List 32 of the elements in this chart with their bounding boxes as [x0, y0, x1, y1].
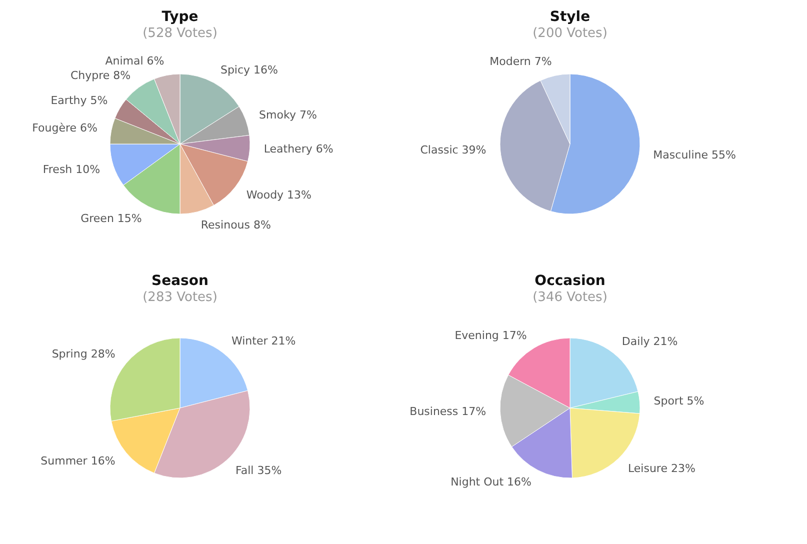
slice-label: Green 15%: [80, 212, 142, 225]
slice-label: Sport 5%: [654, 394, 704, 408]
slice-label: Woody 13%: [246, 188, 312, 202]
slice-label: Fresh 10%: [42, 162, 100, 176]
slice-label: Animal 6%: [105, 54, 164, 68]
slice-label: Chypre 8%: [70, 69, 131, 82]
slice-label: Fall 35%: [236, 464, 282, 478]
slice-label: Masculine 55%: [653, 148, 736, 162]
slice-label: Classic 39%: [420, 144, 486, 157]
slice-label: Night Out 16%: [450, 476, 532, 489]
chart-subtitle: (528 Votes): [142, 26, 218, 41]
slice-label: Resinous 8%: [200, 218, 271, 232]
chart-subtitle: (200 Votes): [532, 26, 608, 41]
slice-label: Spring 28%: [52, 347, 116, 360]
slice-label: Leisure 23%: [628, 462, 696, 475]
slice-label: Modern 7%: [490, 54, 552, 68]
slice-label: Smoky 7%: [259, 108, 317, 122]
slice-label: Earthy 5%: [50, 94, 108, 108]
slice-label: Summer 16%: [40, 454, 116, 468]
chart-subtitle: (283 Votes): [142, 290, 218, 305]
chart-title: Style: [550, 9, 590, 25]
slice-label: Evening 17%: [454, 328, 527, 342]
slice-label: Spicy 16%: [220, 63, 278, 76]
chart-title: Occasion: [534, 273, 606, 289]
slice-label: Business 17%: [410, 404, 486, 418]
slice-label: Leathery 6%: [264, 142, 334, 156]
chart-title: Type: [162, 9, 198, 25]
slice-label: Daily 21%: [622, 334, 678, 348]
slice-label: Winter 21%: [231, 334, 296, 348]
chart-subtitle: (346 Votes): [532, 290, 608, 305]
chart-title: Season: [152, 273, 208, 289]
slice-label: Fougère 6%: [32, 121, 98, 134]
